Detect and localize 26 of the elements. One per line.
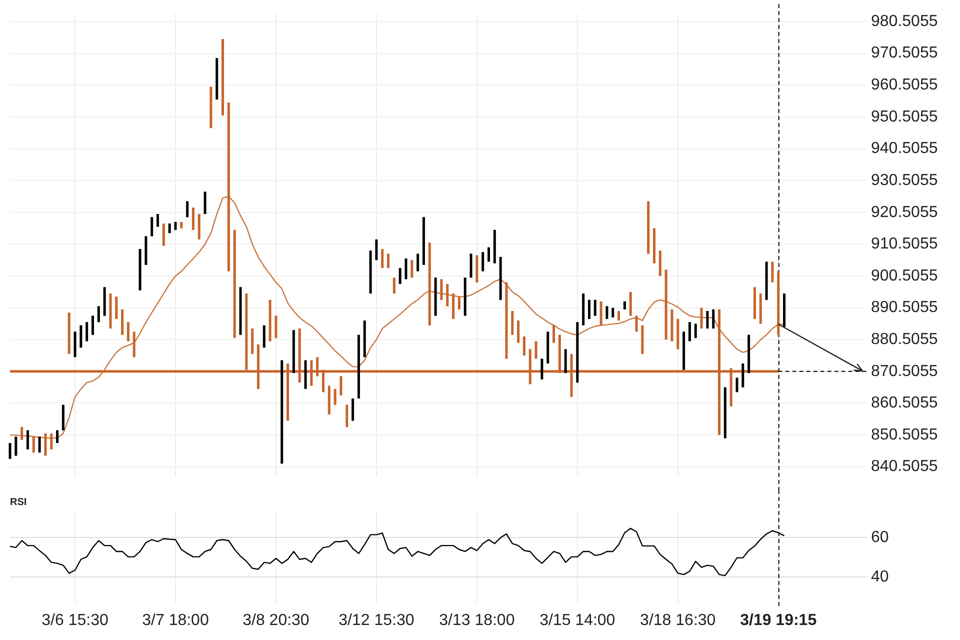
x-tick-label: 3/18 16:30 [640,612,716,629]
y-tick-label: 970.5055 [871,44,938,62]
x-tick-label: 3/13 18:00 [439,612,515,629]
x-tick-label: 3/12 15:30 [338,612,414,629]
y-tick-label: 880.5055 [871,331,938,348]
y-tick-label: 950.5055 [871,108,938,126]
y-tick-label: 940.5055 [871,140,938,158]
y-tick-label: 850.5055 [871,426,938,444]
y-tick-label: 960.5055 [871,76,938,94]
y-tick-label: 910.5055 [871,236,938,253]
y-tick-label: 980.5055 [871,12,938,30]
y-tick-label: 920.5055 [871,204,938,221]
y-tick-label: 890.5055 [871,299,938,316]
y-tick-label: 930.5055 [871,172,938,189]
chart-title: RSI [10,496,27,508]
x-tick-label: 3/15 14:00 [540,612,616,629]
y-tick-label: 860.5055 [871,394,938,412]
x-tick-label: 3/6 15:30 [42,612,108,629]
y-tick-label: 40 [871,568,889,586]
x-tick-label: 3/8 20:30 [242,612,310,629]
x-tick-label: 3/19 19:15 [740,612,817,629]
y-tick-label: 840.5055 [871,458,938,476]
y-tick-label: 60 [871,529,889,546]
x-tick-label: 3/7 18:00 [142,612,209,629]
y-tick-label: 870.5055 [871,362,938,380]
y-tick-label: 900.5055 [871,267,938,284]
